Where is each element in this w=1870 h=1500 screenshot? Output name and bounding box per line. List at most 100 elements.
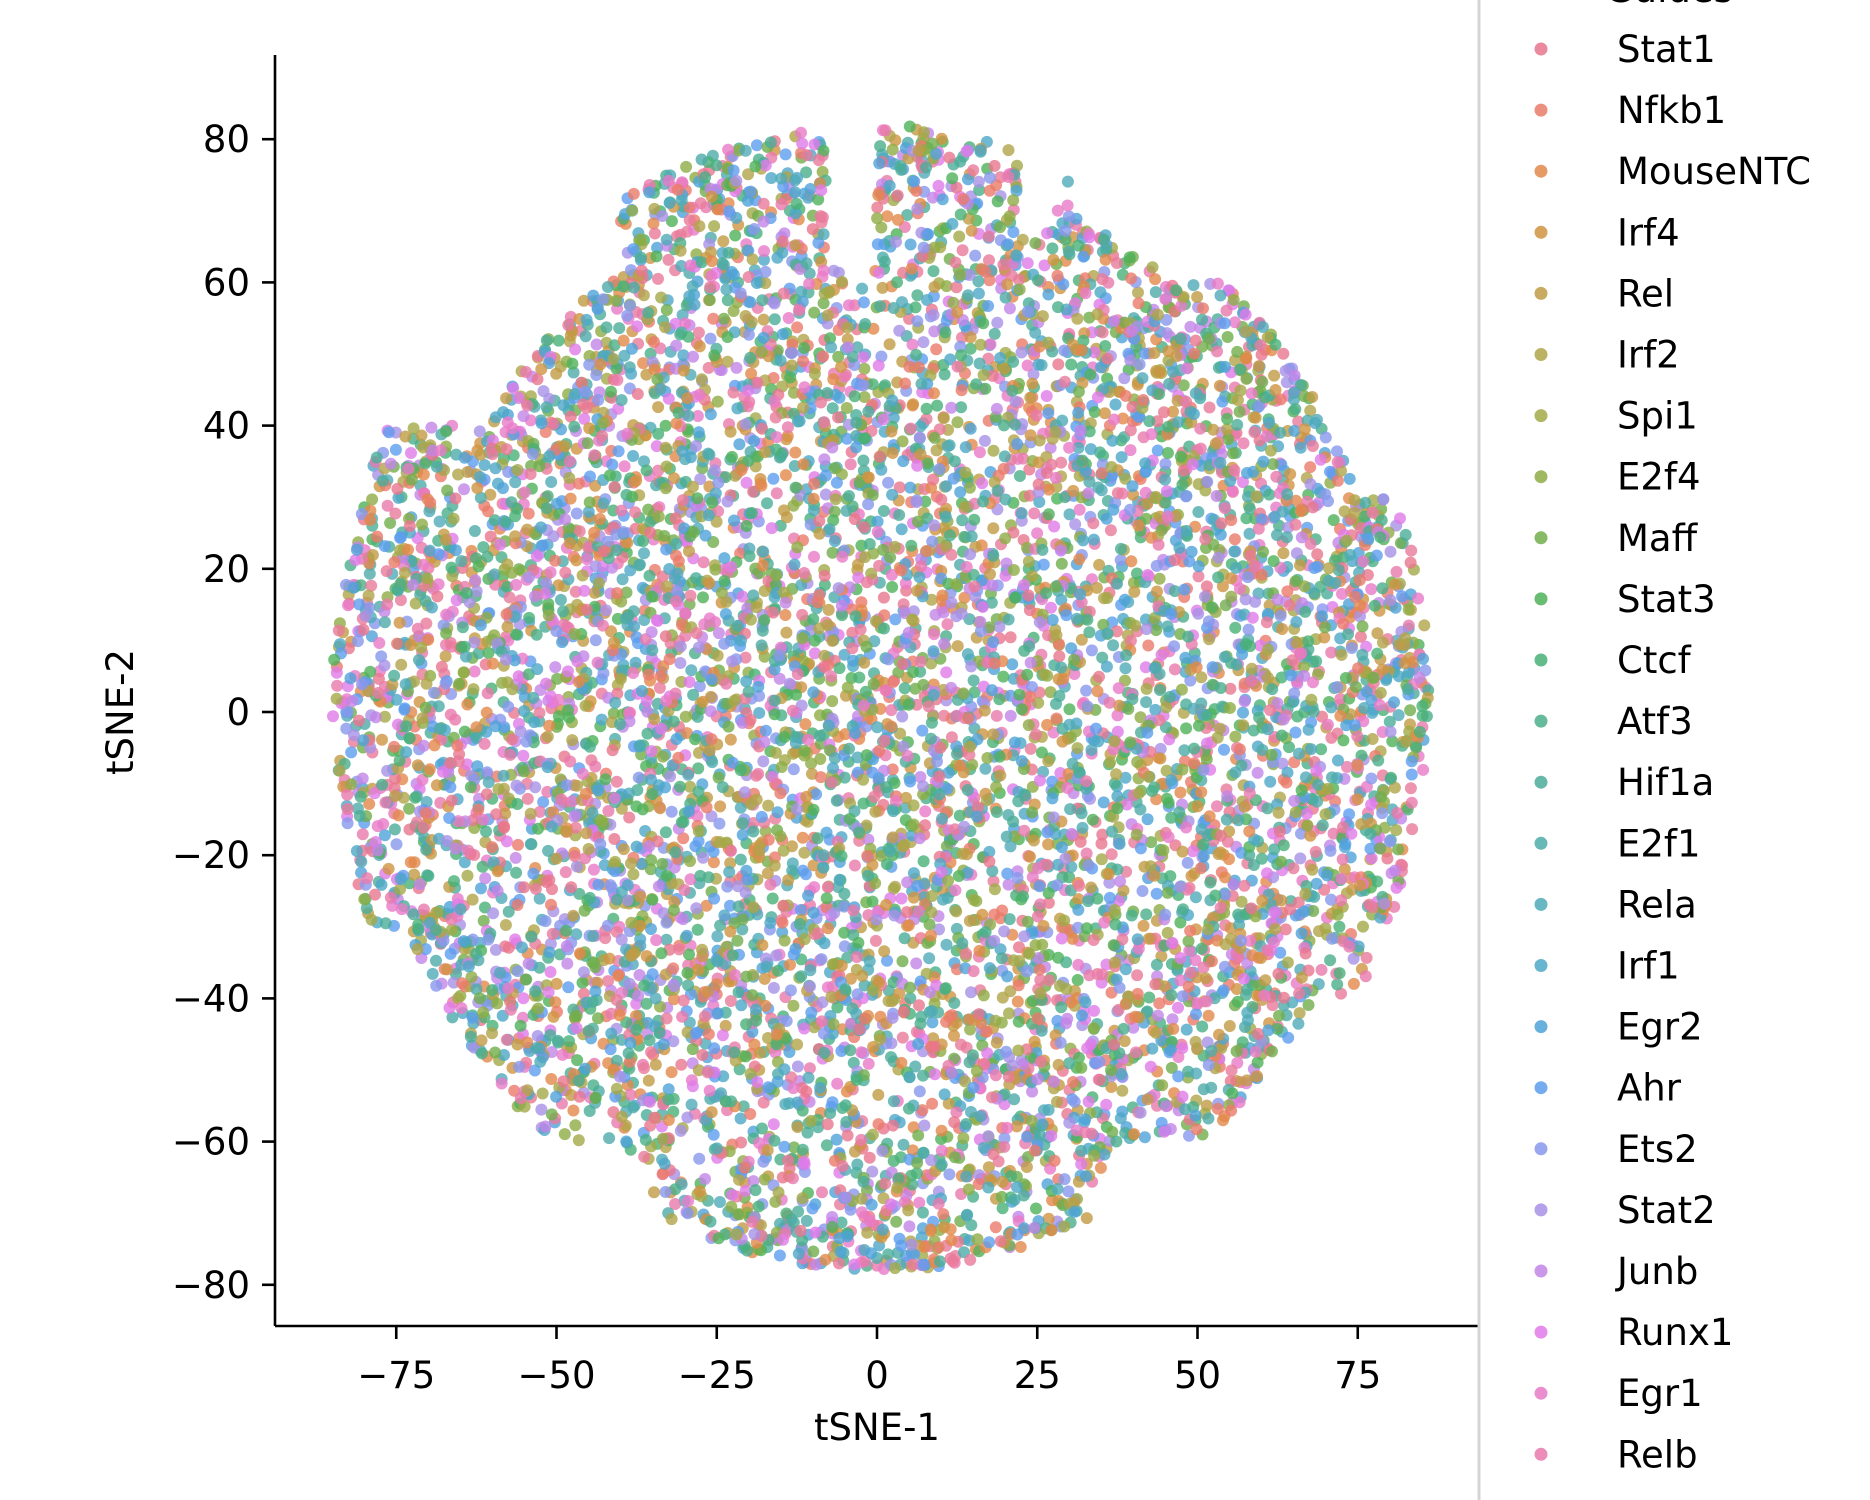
data-point [331, 679, 344, 692]
data-point [504, 748, 517, 761]
data-point [1237, 476, 1249, 489]
data-point [565, 795, 578, 808]
data-point [1116, 1084, 1129, 1097]
data-point [1211, 1102, 1224, 1115]
data-point [1372, 754, 1385, 767]
data-point [969, 249, 982, 262]
data-point [644, 863, 657, 876]
data-point [1384, 545, 1397, 558]
data-point [593, 513, 606, 525]
data-point [882, 476, 895, 489]
data-point [1218, 743, 1230, 756]
data-point [1366, 733, 1379, 745]
data-point [822, 603, 835, 616]
data-point [742, 328, 755, 341]
data-point [466, 893, 479, 906]
data-point [1088, 1004, 1100, 1017]
data-point [1063, 508, 1076, 521]
data-point [681, 1111, 694, 1124]
data-point [956, 514, 969, 527]
data-point [780, 1207, 793, 1220]
data-point [838, 887, 851, 900]
data-point [695, 373, 708, 386]
data-point [345, 746, 358, 759]
data-point [692, 963, 705, 976]
data-point [1125, 272, 1138, 285]
data-point [613, 322, 626, 335]
data-point [496, 482, 509, 495]
data-point [927, 265, 940, 278]
data-point [909, 1060, 922, 1073]
data-point [652, 272, 664, 285]
data-point [444, 947, 457, 960]
data-point [821, 881, 834, 894]
data-point [1319, 431, 1332, 444]
data-point [509, 851, 522, 864]
data-point [1225, 1064, 1238, 1077]
data-point [1292, 415, 1305, 428]
data-point [1175, 683, 1188, 696]
data-point [1214, 289, 1227, 302]
data-point [1168, 640, 1181, 653]
data-point [967, 965, 980, 978]
data-point [647, 336, 660, 348]
data-point [707, 856, 720, 869]
data-point [643, 1034, 656, 1047]
data-point [1085, 644, 1098, 657]
data-point [1309, 845, 1322, 858]
data-point [660, 304, 673, 316]
data-point [516, 941, 528, 954]
data-point [858, 521, 870, 534]
data-point [857, 296, 870, 309]
data-point [1214, 528, 1227, 541]
data-point [800, 166, 813, 179]
data-point [733, 438, 746, 451]
data-point [1218, 960, 1231, 973]
data-point [471, 482, 484, 494]
data-point [755, 639, 768, 652]
data-point [917, 780, 930, 793]
data-point [912, 1129, 925, 1142]
data-point [379, 917, 392, 930]
data-point [1213, 379, 1226, 392]
data-point [925, 657, 938, 670]
data-point [814, 753, 827, 765]
data-point [1160, 701, 1173, 714]
data-point [830, 794, 843, 807]
data-point [1229, 621, 1242, 634]
data-point [1030, 1202, 1042, 1215]
data-point [517, 992, 530, 1005]
data-point [890, 235, 902, 248]
data-point [1087, 533, 1100, 546]
data-point [653, 681, 666, 694]
data-point [808, 367, 821, 380]
data-point [656, 750, 669, 763]
data-point [676, 1010, 689, 1023]
data-point [341, 803, 354, 815]
data-point [623, 299, 636, 312]
data-point [910, 957, 923, 970]
data-point [828, 535, 841, 547]
data-point [840, 402, 853, 414]
data-point [1092, 735, 1105, 748]
data-point [539, 915, 552, 928]
data-point [533, 805, 546, 818]
data-point [907, 891, 920, 904]
data-point [467, 683, 480, 696]
data-point [764, 878, 777, 891]
data-point [1114, 554, 1127, 567]
data-point [826, 695, 839, 708]
data-point [1418, 619, 1431, 632]
data-point [775, 761, 788, 773]
data-point [1113, 981, 1126, 994]
data-point [376, 733, 388, 746]
data-point [384, 517, 397, 529]
data-point [1094, 286, 1107, 299]
data-point [648, 227, 661, 240]
data-point [742, 271, 755, 283]
data-point [1295, 971, 1308, 984]
data-point [1304, 829, 1317, 842]
data-point [1160, 764, 1173, 777]
data-point [581, 437, 594, 450]
